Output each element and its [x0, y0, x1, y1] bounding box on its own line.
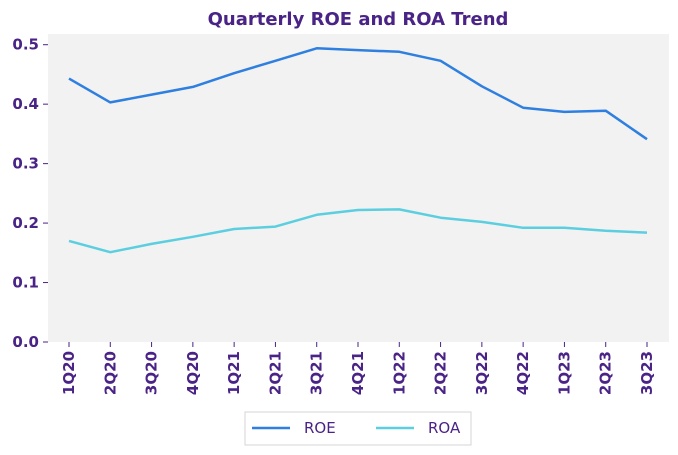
x-tick-label: 3Q21: [308, 351, 326, 395]
x-tick-label: 1Q20: [60, 351, 78, 395]
y-axis: 0.0 0.1 0.2 0.3 0.4 0.5: [12, 36, 48, 351]
x-tick-label: 4Q22: [514, 351, 532, 395]
x-tick-label: 2Q20: [101, 351, 119, 395]
legend: ROE ROA: [244, 411, 472, 446]
x-tick-label: 2Q23: [597, 351, 615, 395]
y-tick-label: 0.1: [12, 274, 39, 292]
x-axis: 1Q20 2Q20 3Q20 4Q20 1Q21 2Q21 3Q21 4Q21 1Q22 2Q22…: [60, 342, 656, 395]
chart-title: Quarterly ROE and ROA Trend: [208, 9, 509, 30]
y-tick-label: 0.0: [12, 333, 39, 351]
legend-label-roa: ROA: [428, 419, 461, 437]
plot-area: [48, 34, 669, 342]
x-tick-label: 3Q22: [473, 351, 491, 395]
x-tick-label: 3Q23: [638, 351, 656, 395]
x-tick-label: 1Q21: [225, 351, 243, 395]
y-tick-label: 0.5: [12, 36, 39, 54]
x-tick-label: 2Q22: [432, 351, 450, 395]
series-line-roe: [68, 47, 648, 141]
x-tick-label: 2Q21: [266, 351, 284, 395]
y-tick-label: 0.3: [12, 155, 39, 173]
y-tick-label: 0.4: [12, 95, 39, 113]
x-tick-label: 1Q23: [555, 351, 573, 395]
series-layer: [68, 47, 648, 254]
x-tick-label: 3Q20: [143, 351, 161, 395]
legend-label-roe: ROE: [304, 419, 336, 437]
x-tick-label: 1Q22: [390, 351, 408, 395]
x-tick-label: 4Q21: [349, 351, 367, 395]
x-tick-label: 4Q20: [184, 351, 202, 395]
y-tick-label: 0.2: [12, 214, 39, 232]
